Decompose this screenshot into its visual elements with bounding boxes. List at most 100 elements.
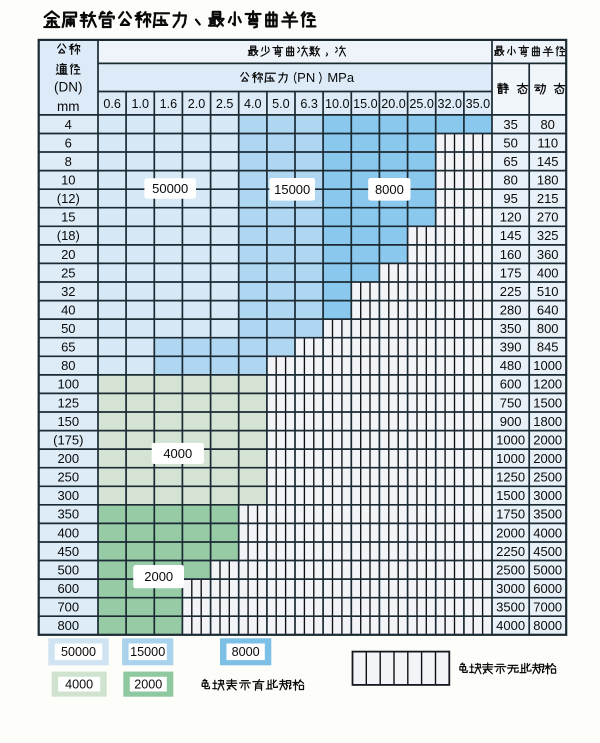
svg-text:125: 125 <box>57 395 79 410</box>
svg-text:2000: 2000 <box>144 569 173 584</box>
svg-text:640: 640 <box>537 303 559 318</box>
svg-text:200: 200 <box>57 451 79 466</box>
svg-text:65: 65 <box>503 154 517 169</box>
svg-text:1250: 1250 <box>496 470 525 485</box>
svg-text:65: 65 <box>61 340 75 355</box>
svg-text:3500: 3500 <box>496 600 525 615</box>
svg-text:400: 400 <box>57 525 79 540</box>
svg-text:150: 150 <box>57 414 79 429</box>
svg-text:mm: mm <box>57 99 80 114</box>
svg-text:900: 900 <box>500 414 522 429</box>
svg-text:0.6: 0.6 <box>103 97 121 111</box>
svg-text:3000: 3000 <box>533 488 562 503</box>
svg-text:20.0: 20.0 <box>381 97 406 111</box>
svg-text:145: 145 <box>500 228 522 243</box>
svg-text:800: 800 <box>537 321 559 336</box>
svg-text:5000: 5000 <box>533 562 562 577</box>
svg-text:350: 350 <box>500 321 522 336</box>
svg-text:1500: 1500 <box>533 395 562 410</box>
svg-text:10: 10 <box>61 173 75 188</box>
svg-text:15000: 15000 <box>274 182 310 197</box>
svg-text:4500: 4500 <box>533 544 562 559</box>
svg-text:175: 175 <box>500 265 522 280</box>
svg-text:1750: 1750 <box>496 507 525 522</box>
svg-text:5.0: 5.0 <box>272 97 290 111</box>
svg-text:15.0: 15.0 <box>353 97 378 111</box>
svg-text:PN: PN <box>297 70 315 85</box>
svg-text:35: 35 <box>503 117 517 132</box>
svg-text:4000: 4000 <box>163 446 192 461</box>
svg-text:1500: 1500 <box>496 488 525 503</box>
svg-text:145: 145 <box>537 154 559 169</box>
svg-text:450: 450 <box>57 544 79 559</box>
svg-text:6000: 6000 <box>533 581 562 596</box>
svg-text:2000: 2000 <box>496 525 525 540</box>
svg-text:1800: 1800 <box>533 414 562 429</box>
svg-text:280: 280 <box>500 303 522 318</box>
svg-text:2500: 2500 <box>496 562 525 577</box>
svg-text:50: 50 <box>61 321 75 336</box>
svg-text:1200: 1200 <box>533 377 562 392</box>
svg-text:845: 845 <box>537 340 559 355</box>
svg-text:3000: 3000 <box>496 581 525 596</box>
svg-text:80: 80 <box>503 173 517 188</box>
svg-text:4000: 4000 <box>496 618 525 633</box>
svg-text:8: 8 <box>65 154 72 169</box>
svg-text:8000: 8000 <box>232 645 260 659</box>
svg-text:25.0: 25.0 <box>409 97 434 111</box>
svg-text:2000: 2000 <box>533 432 562 447</box>
svg-text:510: 510 <box>537 284 559 299</box>
svg-text:4.0: 4.0 <box>244 97 262 111</box>
svg-text:20: 20 <box>61 247 75 262</box>
svg-text:(DN): (DN) <box>54 80 83 95</box>
svg-text:3500: 3500 <box>533 507 562 522</box>
svg-text:4: 4 <box>65 117 72 132</box>
svg-text:325: 325 <box>537 228 559 243</box>
svg-text:225: 225 <box>500 284 522 299</box>
svg-text:100: 100 <box>57 377 79 392</box>
svg-text:160: 160 <box>500 247 522 262</box>
svg-text:110: 110 <box>537 135 558 150</box>
svg-text:15: 15 <box>61 210 75 225</box>
svg-text:15000: 15000 <box>130 645 165 659</box>
svg-text:400: 400 <box>537 265 559 280</box>
svg-text:80: 80 <box>540 117 554 132</box>
svg-text:600: 600 <box>57 581 79 596</box>
svg-text:1.0: 1.0 <box>131 97 149 111</box>
svg-text:270: 270 <box>537 210 559 225</box>
svg-text:95: 95 <box>503 191 517 206</box>
svg-text:2.5: 2.5 <box>216 97 234 111</box>
svg-text:390: 390 <box>500 340 522 355</box>
svg-text:120: 120 <box>500 210 522 225</box>
svg-text:1000: 1000 <box>496 451 525 466</box>
svg-text:480: 480 <box>500 358 522 373</box>
svg-text:50: 50 <box>503 135 517 150</box>
svg-text:250: 250 <box>57 470 79 485</box>
svg-text:80: 80 <box>61 358 75 373</box>
svg-text:32: 32 <box>61 284 75 299</box>
svg-text:2500: 2500 <box>533 470 562 485</box>
svg-text:350: 350 <box>57 507 79 522</box>
svg-text:10.0: 10.0 <box>325 97 350 111</box>
svg-text:6.3: 6.3 <box>300 97 318 111</box>
svg-text:750: 750 <box>500 395 522 410</box>
svg-text:6: 6 <box>65 135 72 150</box>
svg-text:2000: 2000 <box>134 678 162 692</box>
svg-text:50000: 50000 <box>152 181 188 196</box>
svg-text:(12): (12) <box>57 191 80 206</box>
svg-text:4000: 4000 <box>533 525 562 540</box>
svg-text:25: 25 <box>61 265 75 280</box>
svg-text:300: 300 <box>57 488 79 503</box>
svg-text:32.0: 32.0 <box>438 97 463 111</box>
svg-text:2000: 2000 <box>533 451 562 466</box>
svg-text:800: 800 <box>57 618 79 633</box>
svg-text:1.6: 1.6 <box>160 97 178 111</box>
svg-text:8000: 8000 <box>375 182 404 197</box>
svg-text:500: 500 <box>57 562 79 577</box>
svg-text:(18): (18) <box>57 228 80 243</box>
svg-text:1000: 1000 <box>533 358 562 373</box>
svg-text:50000: 50000 <box>61 645 96 659</box>
svg-text:360: 360 <box>537 247 559 262</box>
svg-text:700: 700 <box>57 600 79 615</box>
svg-text:1000: 1000 <box>496 432 525 447</box>
